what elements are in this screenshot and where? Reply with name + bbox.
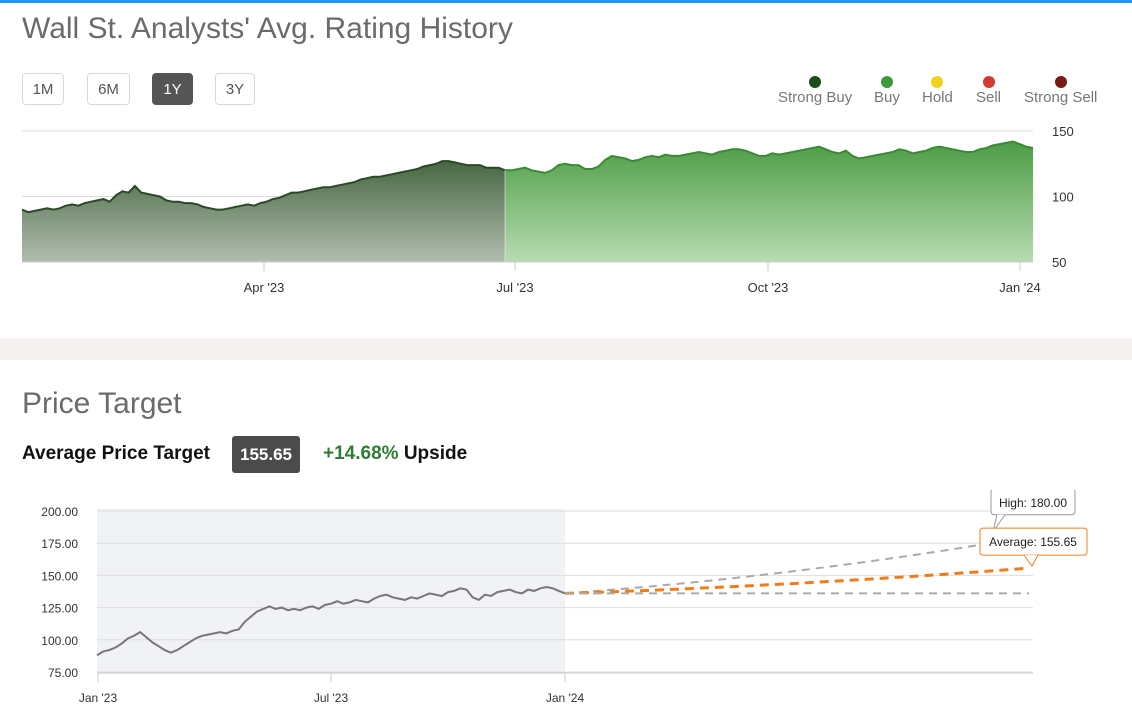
rating-x-tick-label: Oct '23	[748, 280, 789, 295]
rating-history-title: Wall St. Analysts' Avg. Rating History	[22, 12, 513, 45]
legend-label-strong-buy: Strong Buy	[778, 89, 853, 106]
price-y-tick-label: 75.00	[48, 666, 78, 680]
legend-label-hold: Hold	[922, 89, 953, 106]
rating-y-tick-label: 150	[1052, 124, 1074, 139]
average-price-target-value: 155.65	[232, 436, 300, 473]
average-annotation-label: Average: 155.65	[989, 535, 1077, 549]
range-button-1m[interactable]: 1M	[22, 73, 64, 105]
price-y-tick-label: 125.00	[41, 602, 78, 616]
legend-strong-buy[interactable]: Strong Buy	[778, 76, 852, 106]
price-x-tick-label: Jul '23	[314, 691, 349, 705]
high-annotation-label: High: 180.00	[999, 496, 1067, 510]
legend-dot-sell	[982, 76, 995, 88]
rating-x-tick-label: Apr '23	[244, 280, 285, 295]
rating-strong-buy-area	[22, 161, 505, 262]
upside-word: Upside	[403, 443, 468, 464]
projection-high-line	[564, 535, 1030, 595]
rating-buy-line	[505, 140, 1034, 174]
range-button-6m[interactable]: 6M	[87, 73, 130, 105]
legend-dot-hold	[931, 76, 944, 88]
legend-label-buy: Buy	[874, 89, 900, 106]
rating-buy-area	[505, 141, 1033, 262]
legend-dot-strong-sell	[1054, 76, 1067, 88]
price-target-chart: 200.00 175.00 150.00 125.00 100.00 75.00 Jan …	[41, 490, 1088, 705]
legend-label-strong-sell: Strong Sell	[1024, 89, 1098, 106]
range-button-3y[interactable]: 3Y	[215, 73, 255, 105]
price-y-tick-label: 200.00	[41, 505, 78, 519]
rating-y-tick-label: 50	[1052, 255, 1066, 270]
price-y-tick-label: 100.00	[41, 634, 78, 648]
projection-average-line	[564, 566, 1030, 595]
upside-summary: +14.68% Upside	[323, 443, 467, 465]
upside-percent: +14.68%	[323, 443, 399, 464]
price-target-title: Price Target	[22, 387, 182, 420]
legend-hold[interactable]: Hold	[922, 76, 953, 106]
price-x-tick-label: Jan '24	[546, 691, 585, 705]
range-button-1y[interactable]: 1Y	[152, 73, 193, 105]
high-annotation-box	[990, 490, 1076, 516]
legend-buy[interactable]: Buy	[874, 76, 900, 106]
rating-x-tick-label: Jul '23	[496, 280, 533, 295]
average-annotation-pointer	[1023, 554, 1039, 568]
legend-dot-buy	[880, 76, 893, 88]
price-x-tick-label: Jan '23	[79, 691, 118, 705]
legend-label-sell: Sell	[976, 89, 1002, 106]
price-history-line	[96, 585, 566, 657]
legend-strong-sell[interactable]: Strong Sell	[1024, 76, 1097, 106]
price-y-tick-label: 150.00	[41, 569, 78, 583]
legend-sell[interactable]: Sell	[976, 76, 1001, 106]
rating-x-tick-label: Jan '24	[999, 280, 1041, 295]
rating-history-chart: 150 100 50 Apr '23 Jul '23 Oct '23 Jan '24	[21, 124, 1074, 295]
section-divider	[0, 338, 1132, 360]
price-history-background	[97, 509, 565, 674]
rating-y-tick-label: 100	[1052, 190, 1074, 205]
top-accent-bar	[0, 0, 1132, 3]
legend-dot-strong-buy	[809, 76, 822, 88]
average-price-target-label: Average Price Target	[22, 443, 210, 464]
rating-strong-buy-line	[21, 160, 506, 214]
price-y-tick-label: 175.00	[41, 537, 78, 551]
